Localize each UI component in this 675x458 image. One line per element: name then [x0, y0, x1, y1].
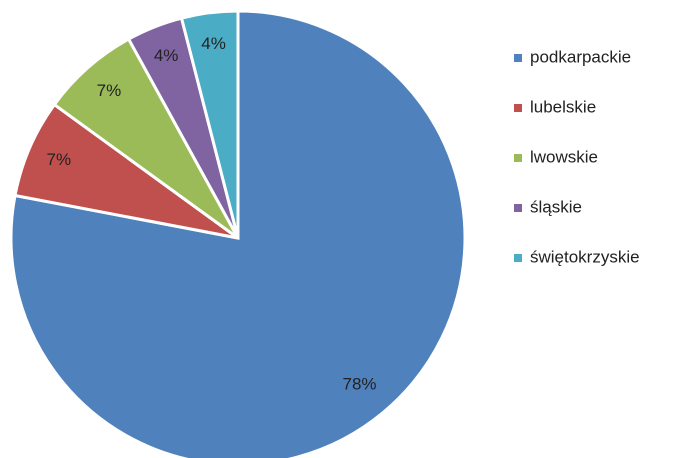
data-label: 4%: [201, 34, 226, 53]
data-label: 4%: [154, 46, 179, 65]
legend-swatch: [514, 254, 522, 262]
legend-label: lwowskie: [530, 147, 598, 166]
data-label: 78%: [343, 374, 377, 393]
legend-swatch: [514, 104, 522, 112]
legend-label: lubelskie: [530, 97, 596, 116]
legend-label: świętokrzyskie: [530, 247, 640, 266]
legend-swatch: [514, 54, 522, 62]
legend-label: śląskie: [530, 197, 582, 216]
pie-slice: [9, 9, 467, 458]
pie-slice: [179, 9, 240, 239]
data-label: 7%: [97, 81, 122, 100]
legend-label: podkarpackie: [530, 47, 631, 66]
data-label: 7%: [47, 150, 72, 169]
legend-swatch: [514, 154, 522, 162]
legend-swatch: [514, 204, 522, 212]
